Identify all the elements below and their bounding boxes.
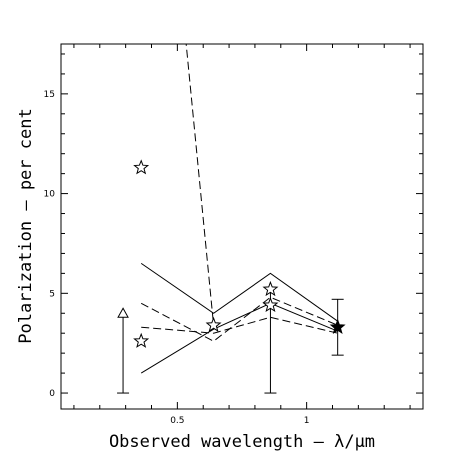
- open-star-marker: [205, 316, 222, 333]
- y-tick-label: 5: [49, 289, 55, 299]
- open-star-marker: [133, 159, 150, 175]
- series-line-5: [185, 44, 215, 326]
- x-tick-label: 0.5: [170, 416, 184, 426]
- series-line-3: [140, 296, 338, 342]
- y-tick-label: 15: [44, 90, 55, 100]
- errorbar-group: [117, 289, 344, 394]
- open-star-marker: [262, 296, 279, 313]
- triangle-marker: [117, 307, 129, 318]
- series-line-4: [141, 316, 338, 334]
- series-group: [140, 44, 338, 374]
- series-line-2: [140, 302, 338, 374]
- open-star-marker: [133, 332, 150, 348]
- y-axis-label: Polarization – per cent: [16, 108, 36, 343]
- plot-frame: [60, 43, 424, 410]
- x-axis-label: Observed wavelength – λ/μm: [109, 432, 375, 452]
- y-tick-label: 10: [44, 190, 56, 200]
- series-line-1: [140, 262, 338, 322]
- y-tick-label: 0: [49, 389, 55, 399]
- open-star-marker: [262, 280, 279, 297]
- x-tick-label: 1: [304, 416, 310, 426]
- filled-star-marker: [329, 318, 346, 335]
- marker-group: [117, 159, 346, 348]
